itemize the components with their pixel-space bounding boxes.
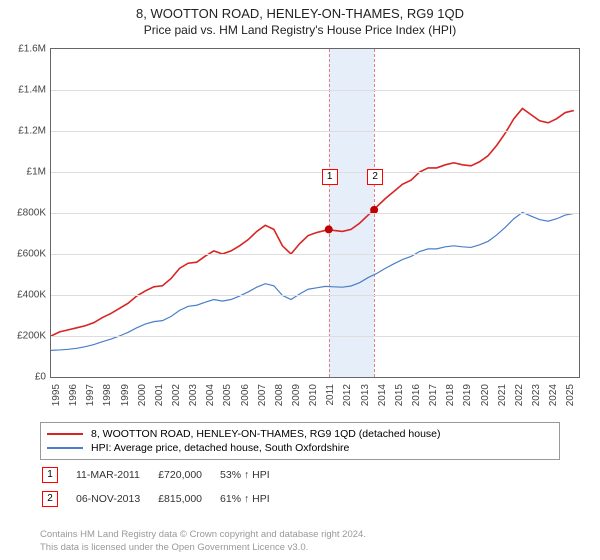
- sale-price: £720,000: [158, 464, 218, 486]
- footer-line1: Contains HM Land Registry data © Crown c…: [40, 529, 366, 541]
- sale-badge: 1: [42, 467, 58, 483]
- sale-badge: 2: [42, 491, 58, 507]
- gridline: [51, 213, 579, 214]
- sale-date: 11-MAR-2011: [76, 464, 156, 486]
- y-axis-label: £200K: [0, 331, 46, 342]
- sale-marker-badge: 2: [367, 169, 383, 185]
- y-axis-label: £600K: [0, 249, 46, 260]
- y-axis-label: £1.4M: [0, 85, 46, 96]
- chart-title: 8, WOOTTON ROAD, HENLEY-ON-THAMES, RG9 1…: [0, 0, 600, 21]
- gridline: [51, 90, 579, 91]
- legend-label: 8, WOOTTON ROAD, HENLEY-ON-THAMES, RG9 1…: [91, 428, 441, 440]
- sale-row: 1 11-MAR-2011£720,00053% ↑ HPI: [42, 464, 286, 486]
- footer-attribution: Contains HM Land Registry data © Crown c…: [40, 529, 366, 554]
- y-axis-label: £1.6M: [0, 44, 46, 55]
- sale-price: £815,000: [158, 488, 218, 510]
- gridline: [51, 295, 579, 296]
- gridline: [51, 336, 579, 337]
- legend-label: HPI: Average price, detached house, Sout…: [91, 442, 349, 454]
- sale-marker-dot: [325, 225, 333, 233]
- legend-swatch: [47, 433, 83, 435]
- y-axis-label: £1M: [0, 167, 46, 178]
- sale-pct: 53% ↑ HPI: [220, 464, 286, 486]
- sale-row: 2 06-NOV-2013£815,00061% ↑ HPI: [42, 488, 286, 510]
- sale-pct: 61% ↑ HPI: [220, 488, 286, 510]
- sales-table: 1 11-MAR-2011£720,00053% ↑ HPI 2 06-NOV-201…: [40, 462, 288, 512]
- series-line: [51, 212, 574, 350]
- gridline: [51, 131, 579, 132]
- y-axis-label: £800K: [0, 208, 46, 219]
- x-axis-label: 2025: [565, 384, 600, 406]
- legend-swatch: [47, 447, 83, 449]
- legend-row: HPI: Average price, detached house, Sout…: [47, 441, 553, 455]
- legend-row: 8, WOOTTON ROAD, HENLEY-ON-THAMES, RG9 1…: [47, 427, 553, 441]
- sale-marker-badge: 1: [322, 169, 338, 185]
- gridline: [51, 254, 579, 255]
- gridline: [51, 172, 579, 173]
- y-axis-label: £400K: [0, 290, 46, 301]
- series-line: [51, 108, 574, 336]
- legend: 8, WOOTTON ROAD, HENLEY-ON-THAMES, RG9 1…: [40, 422, 560, 460]
- y-axis-label: £0: [0, 372, 46, 383]
- chart-subtitle: Price paid vs. HM Land Registry's House …: [0, 21, 600, 39]
- y-axis-label: £1.2M: [0, 126, 46, 137]
- sale-date: 06-NOV-2013: [76, 488, 156, 510]
- chart-plot-area: 12: [50, 48, 580, 378]
- footer-line2: This data is licensed under the Open Gov…: [40, 542, 366, 554]
